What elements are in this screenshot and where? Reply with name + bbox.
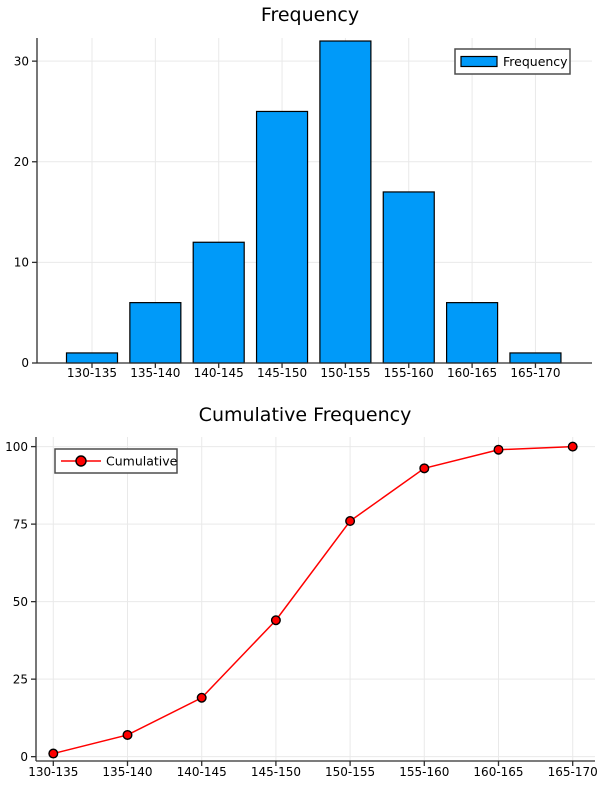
y-tick-label: 50: [13, 595, 28, 609]
bar-160-165: [446, 302, 499, 364]
x-tick-label: 135-140: [102, 765, 152, 779]
y-tick-label: 0: [21, 356, 29, 370]
legend-label-cumulative: Cumulative: [106, 453, 178, 468]
marker-130-135: [48, 748, 59, 759]
x-tick-label: 165-170: [548, 765, 598, 779]
frequency-bar-chart: Frequency 0 10 20 30 130-135 135-140 140-145 14…: [14, 4, 592, 380]
y-tick-label: 10: [14, 256, 29, 270]
plot-area-frequency: 0 10 20 30 130-135 135-140 140-145 145-150 150-1…: [14, 38, 592, 380]
y-tick-label: 100: [5, 440, 28, 454]
x-tick-label: 165-170: [510, 366, 560, 380]
marker-155-160: [419, 463, 430, 474]
bar-135-140: [129, 302, 182, 364]
cumulative-line-chart: Cumulative Frequency 0 25 50 75 100 130-135 13…: [5, 404, 598, 779]
x-tick-label: 130-135: [67, 366, 117, 380]
x-tick-label: 145-150: [257, 366, 307, 380]
y-tick-label: 0: [20, 750, 28, 764]
chart-title-cumulative: Cumulative Frequency: [199, 404, 412, 426]
bar-130-135: [65, 352, 119, 364]
x-tick-label: 140-145: [194, 366, 244, 380]
legend-marker-sample: [75, 455, 87, 467]
bar-165-170: [509, 352, 562, 364]
x-tick-label: 155-160: [399, 765, 449, 779]
y-tick-label: 25: [13, 672, 28, 686]
marker-135-140: [122, 729, 133, 740]
bar-145-150: [255, 110, 309, 364]
y-tick-label: 75: [13, 517, 28, 531]
cumulative-line: [53, 445, 573, 755]
chart-title-frequency: Frequency: [261, 4, 359, 26]
marker-165-170: [567, 441, 578, 452]
marker-160-165: [493, 444, 504, 455]
x-tick-label: 160-165: [447, 366, 497, 380]
frequency-chart-section: Frequency 0 10 20 30 130-135 135-140 140-145 14…: [0, 0, 600, 395]
x-tick-label: 150-155: [320, 366, 370, 380]
cumulative-chart-section: Cumulative Frequency 0 25 50 75 100 130-135 13…: [0, 395, 600, 800]
x-tick-label: 140-145: [177, 765, 227, 779]
plot-area-cumulative: 0 25 50 75 100 130-135 135-140 140-145 145-150 15…: [5, 437, 598, 779]
marker-150-155: [345, 516, 356, 527]
x-tick-label: 150-155: [325, 765, 375, 779]
marker-145-150: [270, 615, 281, 626]
x-tick-label: 145-150: [251, 765, 301, 779]
y-tick-label: 20: [14, 155, 29, 169]
legend-swatch-frequency: [460, 55, 498, 68]
bar-155-160: [382, 191, 435, 364]
legend-label-frequency: Frequency: [503, 54, 568, 69]
x-tick-label: 130-135: [28, 765, 78, 779]
marker-140-145: [196, 692, 207, 703]
bar-150-155: [319, 40, 372, 364]
y-tick-label: 30: [14, 54, 29, 68]
legend-cumulative: Cumulative: [54, 448, 178, 474]
bar-140-145: [192, 241, 245, 364]
x-tick-label: 135-140: [130, 366, 180, 380]
x-tick-label: 155-160: [384, 366, 434, 380]
x-tick-label: 160-165: [473, 765, 523, 779]
legend-frequency: Frequency: [454, 48, 571, 75]
